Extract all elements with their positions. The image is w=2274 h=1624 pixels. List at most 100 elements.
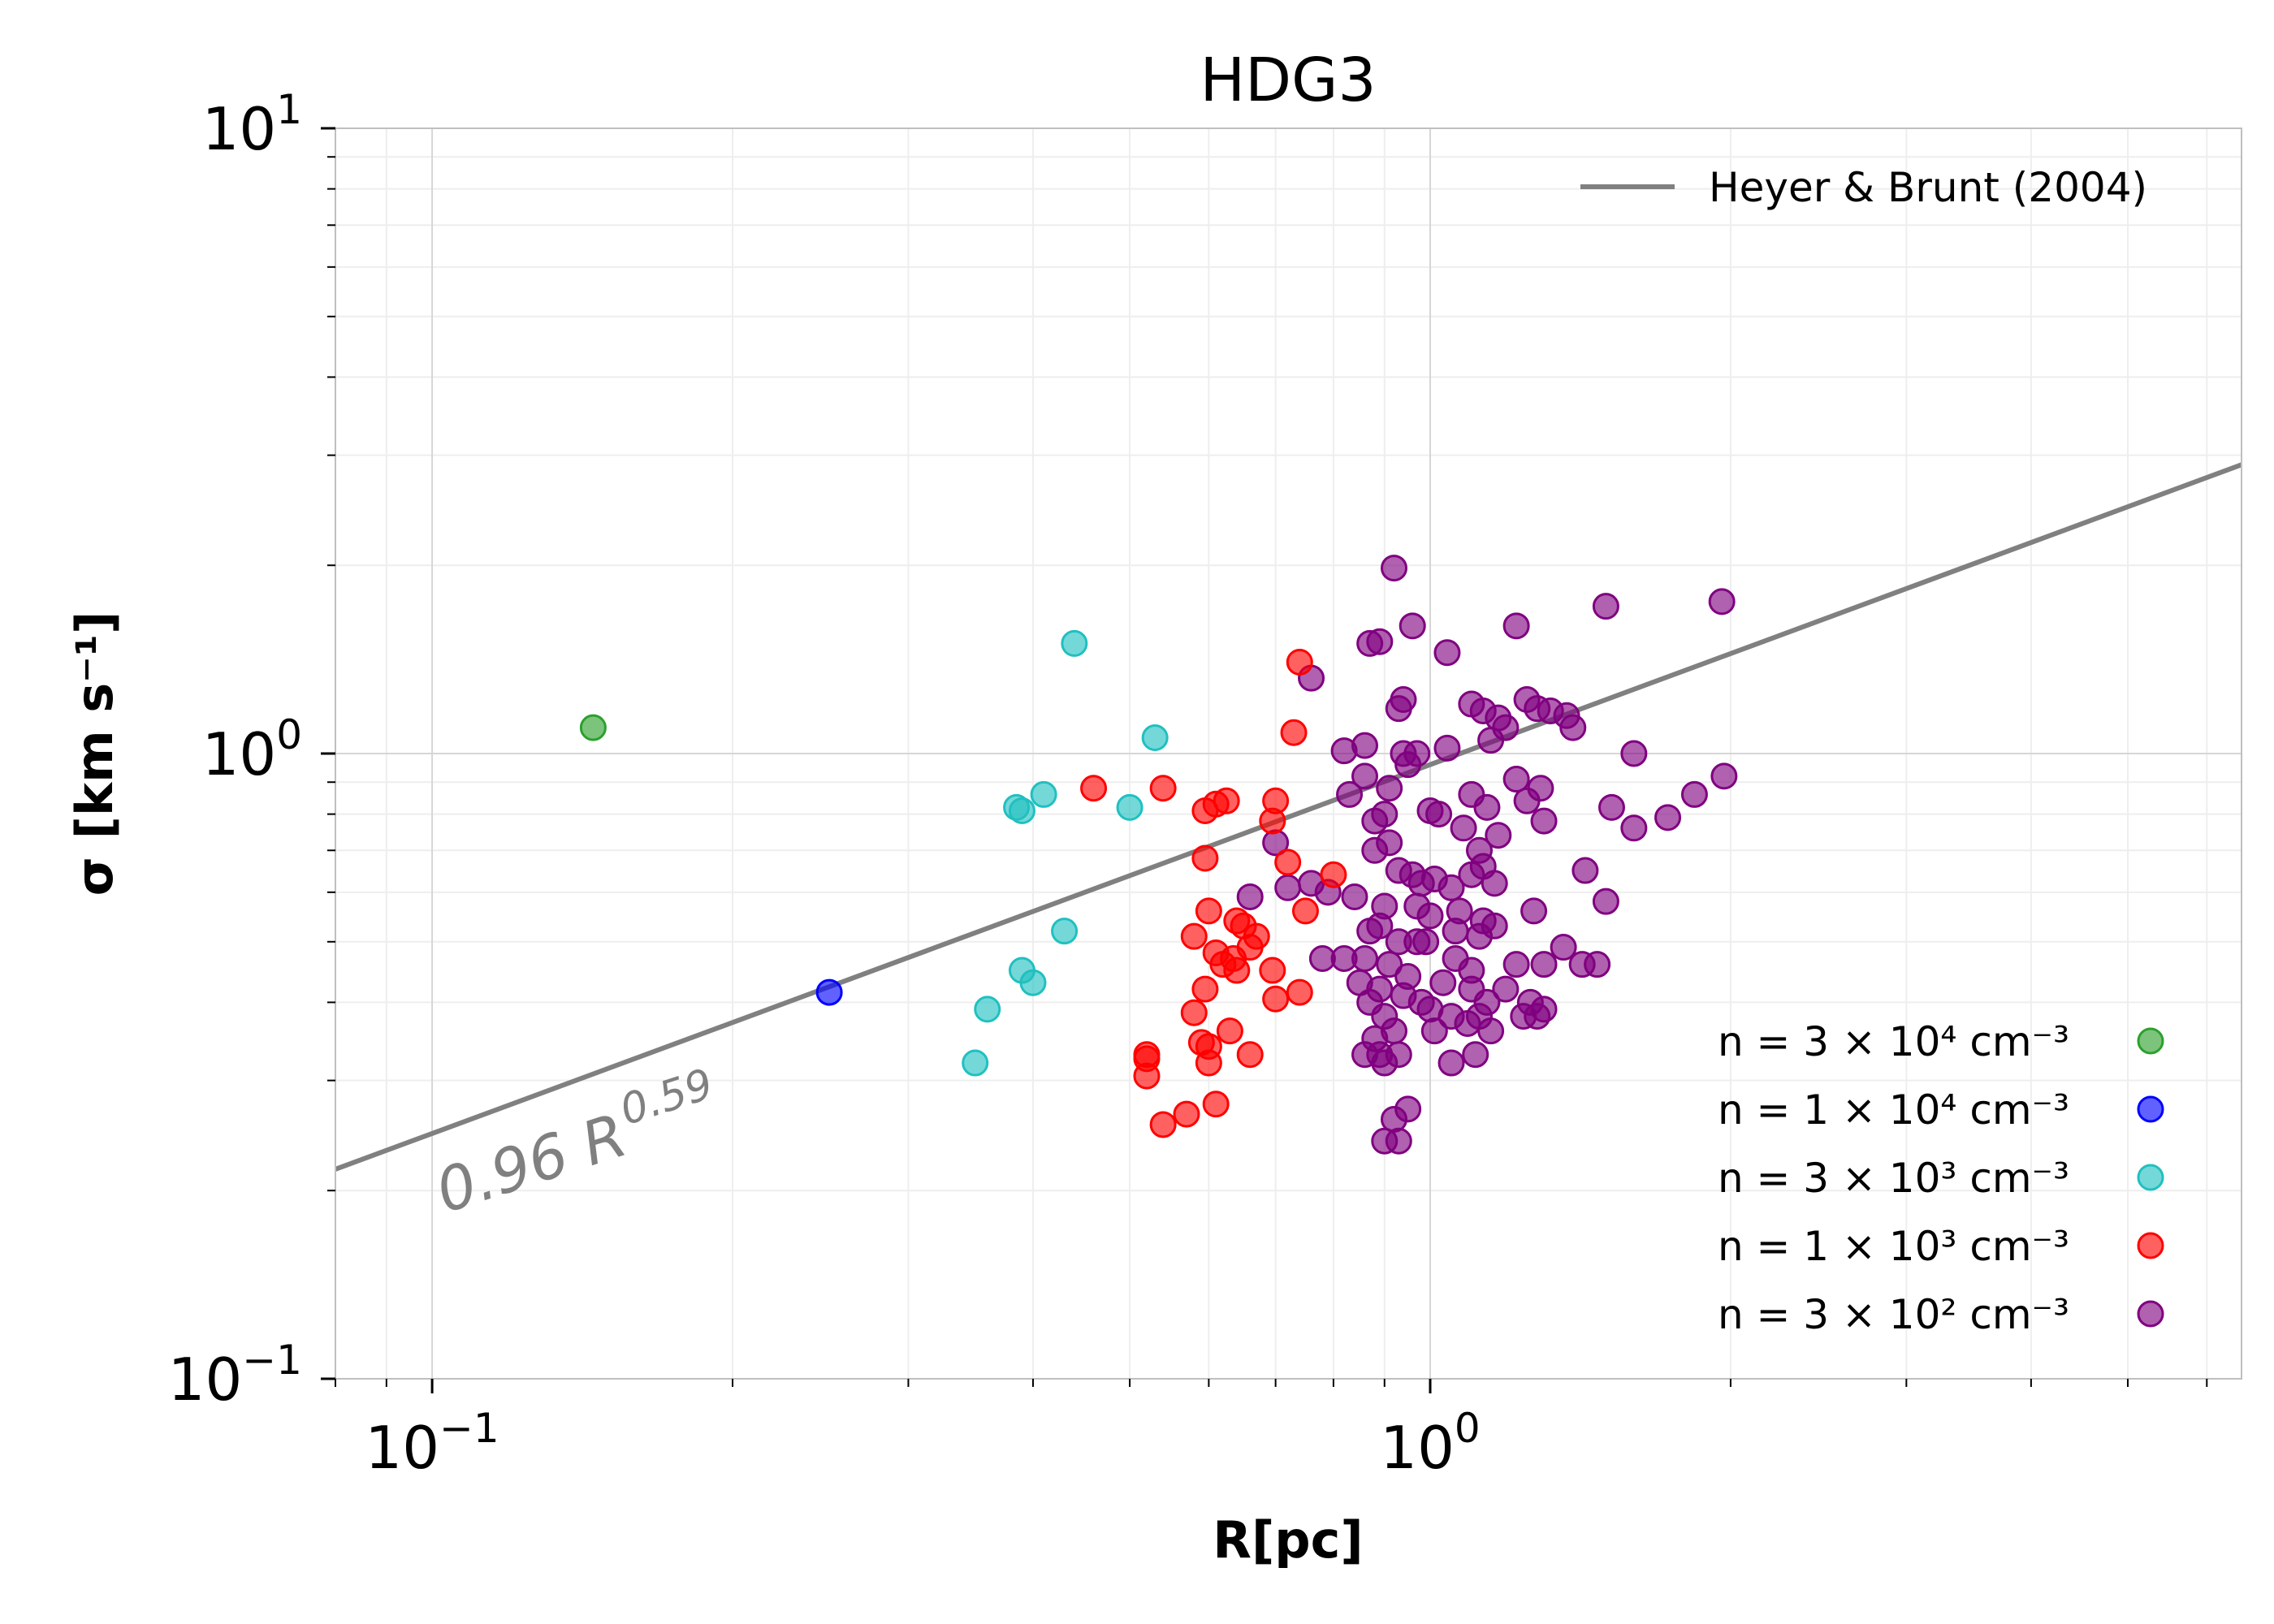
data-point	[1520, 897, 1548, 925]
data-point	[1236, 934, 1264, 961]
data-point	[1030, 780, 1057, 808]
data-point	[1381, 1017, 1408, 1045]
data-point	[1680, 780, 1708, 808]
data-point	[1274, 849, 1302, 876]
data-point	[1291, 897, 1319, 925]
data-point	[1502, 951, 1530, 978]
data-point	[1399, 612, 1426, 640]
data-point	[1351, 762, 1379, 790]
data-point	[1286, 978, 1313, 1006]
data-point	[1141, 724, 1169, 752]
data-point	[1597, 793, 1625, 821]
legend-series-label: n = 3 × 10³ cm⁻³	[1718, 1155, 2069, 1202]
data-point	[1351, 732, 1379, 759]
data-point	[1080, 775, 1108, 802]
y-tick-exponent: −1	[242, 1337, 302, 1384]
data-point	[1481, 870, 1508, 897]
data-point	[1654, 804, 1682, 831]
data-point	[1530, 951, 1558, 978]
data-point	[1051, 918, 1079, 945]
x-axis-label: R[pc]	[1213, 1510, 1364, 1570]
data-point	[1180, 922, 1208, 950]
y-axis-label: σ [km s⁻¹]	[65, 611, 124, 896]
data-point	[1437, 874, 1465, 901]
data-point	[1274, 874, 1302, 901]
data-point	[1559, 714, 1587, 741]
data-point	[1592, 593, 1619, 620]
y-tick-base: 10	[202, 720, 277, 788]
legend-series-marker	[2137, 1164, 2164, 1191]
data-point	[1433, 639, 1461, 667]
data-point	[1442, 918, 1469, 945]
y-tick-base: 10	[168, 1345, 243, 1414]
x-tick-base: 10	[365, 1414, 439, 1482]
data-point	[1202, 1091, 1230, 1118]
data-point	[1465, 922, 1493, 950]
x-tick-exponent: 0	[1455, 1405, 1481, 1452]
data-point	[1191, 975, 1219, 1003]
data-point	[1550, 934, 1577, 961]
data-point	[1450, 814, 1477, 842]
data-points	[579, 555, 1738, 1155]
data-point	[815, 978, 843, 1006]
data-point	[1477, 1017, 1505, 1045]
data-point	[1173, 1100, 1200, 1128]
data-point	[1584, 951, 1611, 978]
y-tick-label: 100	[202, 711, 302, 788]
data-point	[1527, 775, 1554, 802]
data-point	[1262, 985, 1290, 1013]
data-point	[1376, 829, 1403, 857]
data-point	[962, 1049, 989, 1077]
data-point	[1019, 969, 1047, 996]
data-point	[1366, 912, 1394, 939]
data-point	[1385, 1041, 1412, 1069]
legend-fit: Heyer & Brunt (2004)	[1580, 164, 2147, 211]
data-point	[1385, 695, 1412, 723]
data-point	[1425, 801, 1453, 828]
y-tick-exponent: 1	[276, 86, 302, 133]
fit-line	[334, 462, 2243, 1172]
data-point	[1420, 1017, 1448, 1045]
data-point	[1180, 999, 1208, 1026]
legend-series-marker	[2137, 1027, 2164, 1055]
data-point	[1437, 1049, 1465, 1077]
data-point	[1394, 751, 1422, 779]
y-tick-label: 101	[202, 86, 302, 163]
data-point	[1259, 957, 1286, 984]
legend-series-label: n = 1 × 10³ cm⁻³	[1718, 1223, 2069, 1270]
legend-series-marker	[2137, 1232, 2164, 1259]
data-point	[1571, 857, 1599, 884]
x-tick-exponent: −1	[439, 1405, 499, 1452]
data-point	[1280, 719, 1308, 746]
legend-fit-label: Heyer & Brunt (2004)	[1709, 164, 2147, 211]
data-point	[1708, 588, 1736, 615]
y-tick-label: 10−1	[168, 1337, 302, 1414]
x-tick-base: 10	[1380, 1414, 1455, 1482]
x-tick-label: 10−1	[365, 1405, 499, 1482]
data-point	[1710, 762, 1738, 790]
data-point	[1320, 861, 1347, 888]
data-point	[579, 714, 607, 741]
legend-series-label: n = 1 × 10⁴ cm⁻³	[1718, 1086, 2069, 1134]
x-tick-label: 100	[1380, 1405, 1480, 1482]
data-point	[1620, 740, 1648, 767]
legend-series: n = 3 × 10⁴ cm⁻³ n = 1 × 10⁴ cm⁻³ n = 3 × …	[1718, 1018, 2164, 1338]
data-point	[1620, 814, 1648, 842]
data-point	[1116, 793, 1143, 821]
data-point	[1502, 766, 1530, 793]
data-point	[1223, 957, 1251, 984]
data-point	[1381, 555, 1408, 582]
data-point	[1133, 1062, 1161, 1090]
data-point	[1008, 797, 1035, 824]
data-point	[1473, 793, 1501, 821]
data-point	[1454, 1009, 1481, 1037]
data-point	[1376, 951, 1403, 978]
chart-title: HDG3	[1200, 45, 1376, 115]
data-point	[1061, 629, 1088, 657]
legend-series-marker	[2137, 1095, 2164, 1123]
data-point	[1429, 969, 1457, 996]
data-point	[1366, 628, 1394, 655]
data-point	[1492, 975, 1520, 1003]
data-point	[1385, 1127, 1412, 1155]
